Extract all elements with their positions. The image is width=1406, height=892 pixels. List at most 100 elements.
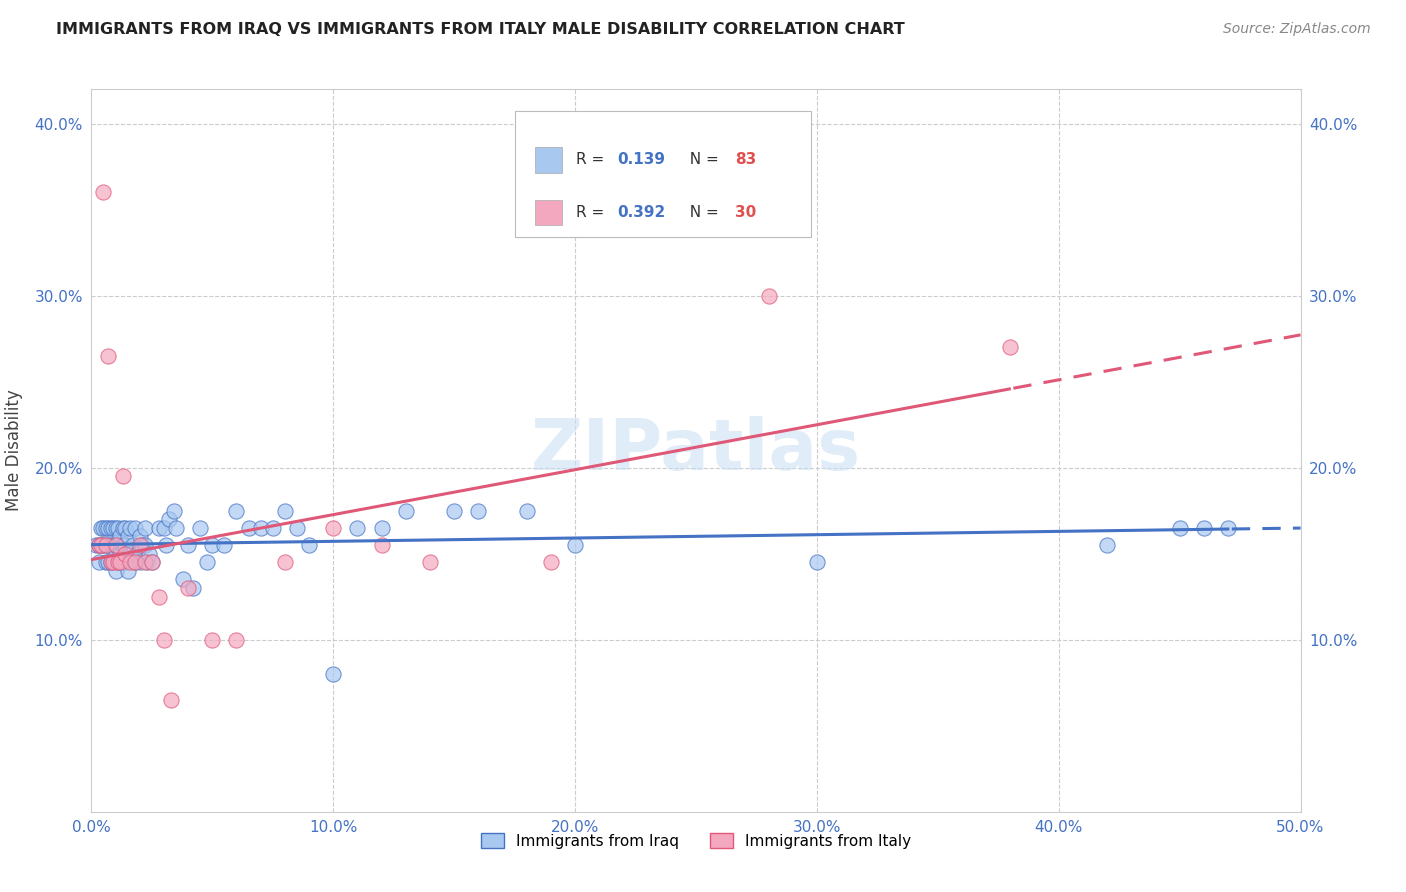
Point — [97, 555, 120, 569]
Point — [370, 538, 392, 552]
Point — [1168, 521, 1191, 535]
Point — [1095, 538, 1118, 552]
Point — [104, 538, 127, 552]
Point — [111, 538, 134, 552]
Point — [120, 555, 142, 569]
Point — [467, 503, 489, 517]
Point — [238, 521, 260, 535]
Point — [90, 521, 112, 535]
FancyBboxPatch shape — [536, 147, 562, 173]
Point — [100, 521, 122, 535]
Point — [101, 555, 124, 569]
Point — [104, 564, 127, 578]
Point — [101, 555, 124, 569]
Point — [177, 538, 200, 552]
Point — [1216, 521, 1239, 535]
Point — [104, 521, 127, 535]
Point — [1000, 340, 1022, 354]
Point — [322, 521, 344, 535]
Point — [127, 547, 149, 561]
Point — [97, 521, 120, 535]
Point — [124, 555, 146, 569]
Point — [141, 555, 163, 569]
Point — [101, 521, 124, 535]
Point — [90, 538, 112, 552]
Point — [111, 555, 134, 569]
Point — [128, 555, 150, 569]
Point — [87, 555, 110, 569]
Point — [758, 288, 780, 302]
Point — [155, 538, 177, 552]
Point — [138, 547, 160, 561]
FancyBboxPatch shape — [515, 111, 811, 237]
Point — [117, 564, 139, 578]
Point — [249, 521, 271, 535]
Point — [94, 555, 117, 569]
Text: 83: 83 — [735, 153, 756, 168]
Point — [131, 538, 153, 552]
Text: 0.139: 0.139 — [617, 153, 665, 168]
Point — [93, 538, 115, 552]
Point — [141, 555, 163, 569]
Point — [121, 538, 143, 552]
Point — [172, 573, 194, 587]
Text: N =: N = — [681, 205, 724, 219]
Point — [93, 186, 115, 200]
Point — [806, 555, 828, 569]
Point — [298, 538, 321, 552]
Point — [214, 538, 236, 552]
Point — [201, 632, 224, 647]
Point — [101, 538, 124, 552]
Point — [110, 547, 132, 561]
Point — [188, 521, 211, 535]
Point — [114, 538, 136, 552]
Point — [87, 538, 110, 552]
Point — [225, 503, 247, 517]
Point — [197, 555, 219, 569]
Point — [564, 538, 586, 552]
Point — [128, 529, 150, 543]
Point — [134, 538, 156, 552]
Point — [148, 521, 170, 535]
Point — [443, 503, 465, 517]
Point — [104, 547, 127, 561]
Point — [285, 521, 308, 535]
Point — [107, 555, 129, 569]
Point — [114, 555, 136, 569]
Point — [134, 555, 156, 569]
Point — [128, 538, 150, 552]
Point — [201, 538, 224, 552]
Point — [157, 512, 180, 526]
Point — [110, 529, 132, 543]
Point — [160, 693, 183, 707]
Point — [124, 555, 146, 569]
Point — [516, 503, 538, 517]
Legend: Immigrants from Iraq, Immigrants from Italy: Immigrants from Iraq, Immigrants from It… — [475, 827, 917, 855]
Point — [346, 521, 368, 535]
Point — [110, 555, 132, 569]
Point — [322, 667, 344, 681]
Point — [274, 503, 297, 517]
Point — [90, 538, 112, 552]
Point — [97, 349, 120, 363]
Point — [100, 555, 122, 569]
Text: N =: N = — [681, 153, 724, 168]
Point — [111, 521, 134, 535]
Point — [165, 521, 187, 535]
Point — [148, 590, 170, 604]
Point — [120, 521, 142, 535]
Point — [395, 503, 418, 517]
Point — [107, 555, 129, 569]
Point — [107, 521, 129, 535]
Point — [1192, 521, 1215, 535]
Point — [120, 547, 142, 561]
Point — [94, 521, 117, 535]
Point — [114, 521, 136, 535]
Point — [114, 547, 136, 561]
Point — [136, 555, 159, 569]
Text: 30: 30 — [735, 205, 756, 219]
Text: 0.392: 0.392 — [617, 205, 665, 219]
Point — [104, 538, 127, 552]
Point — [94, 538, 117, 552]
Point — [124, 521, 146, 535]
